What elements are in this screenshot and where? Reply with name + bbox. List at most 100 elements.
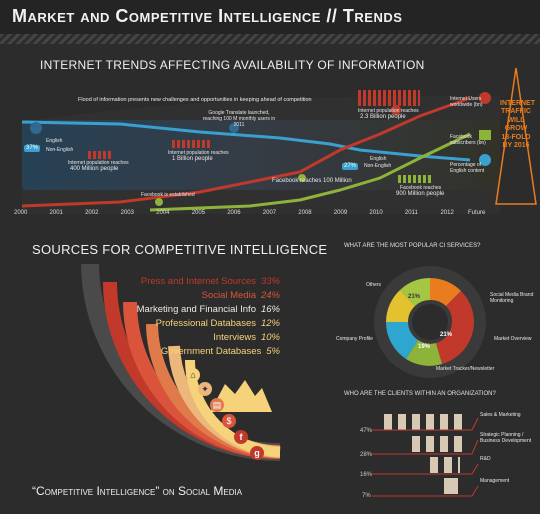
source-pct: 5% <box>266 346 280 357</box>
trends-title: INTERNET TRENDS AFFECTING AVAILABILITY O… <box>40 58 425 72</box>
people-1b <box>172 140 212 148</box>
donut-pct-1: 21% <box>408 294 421 300</box>
year-label: 2007 <box>262 210 277 216</box>
donut-pct-3: 19% <box>418 344 431 350</box>
source-label: Press and Internet Sources <box>140 276 256 287</box>
year-label: 2012 <box>440 210 454 216</box>
client-pct-1: 47% <box>360 428 373 434</box>
pct-27-badge: 27% <box>342 163 359 171</box>
label-others: Others <box>366 282 382 288</box>
label-company-profile: Company Profile <box>336 336 373 342</box>
source-label: Social Media <box>201 290 256 301</box>
source-row: Press and Internet Sources 33% <box>141 276 280 287</box>
users-icon <box>479 92 491 104</box>
label-social-media: Social Media Brand Monitoring <box>490 292 534 304</box>
ci-services-donut <box>374 266 486 378</box>
year-label: 2008 <box>298 210 312 216</box>
fb-100-note: Facebook reaches 100 Million <box>272 178 352 184</box>
fb-900-value: 900 Million people <box>396 191 445 197</box>
sources-title: SOURCES FOR COMPETITIVE INTELLIGENCE <box>32 242 328 257</box>
client-pct-4: 7% <box>362 493 371 499</box>
users-line <box>21 96 471 208</box>
pop-400-label: Internet population reaches <box>68 160 129 166</box>
english-line <box>21 120 471 162</box>
facebook-legend: Facebook subscribers (bn) <box>450 134 486 146</box>
year-axis: 2000 2001 2002 2003 2004 2005 2006 2007 2008 2009… <box>14 210 485 220</box>
sunburst-shape <box>210 380 272 412</box>
label-market-overview: Market Overview <box>494 336 532 342</box>
year-label: 2005 <box>191 210 206 216</box>
non-english-label-2000: Non-English <box>46 147 74 153</box>
english-legend: Percentage of English content <box>450 162 485 174</box>
english-label-2000: English <box>46 138 63 144</box>
client-pct-3: 16% <box>360 472 373 478</box>
source-pct: 10% <box>260 332 280 343</box>
traffic-arrow <box>495 67 537 205</box>
client-connectors <box>372 417 479 497</box>
trends-banner-text: Flood of information presents new challe… <box>78 97 312 103</box>
pop-400-value: 400 Million people <box>70 166 119 172</box>
page-title: Market and Competitive Intelligence // T… <box>12 6 403 26</box>
chart-icon: ▤ <box>210 398 224 412</box>
people-fb900 <box>398 175 432 183</box>
google-translate-note: Google Translate launched, reaching 100 … <box>202 110 276 128</box>
facebook-logo-icon: f <box>234 430 248 444</box>
source-pct: 24% <box>260 290 280 301</box>
client-people-3 <box>430 457 460 473</box>
source-row: Interviews 10% <box>213 332 280 343</box>
bank-icon: ⌂ <box>186 368 200 382</box>
source-pct: 16% <box>260 304 280 315</box>
year-label: Future <box>468 210 486 216</box>
lightbulb-icon: ✦ <box>198 382 212 396</box>
facebook-icon <box>479 130 491 140</box>
client-people-2 <box>412 436 462 452</box>
year-label: 2006 <box>227 210 241 216</box>
client-pct-2: 28% <box>360 452 373 458</box>
traffic-note: INTERNET TRAFFIC WILL GROW 18-FOLD BY 20… <box>500 100 535 149</box>
source-pct: 12% <box>260 318 280 329</box>
source-pct: 33% <box>260 276 280 287</box>
pop-23b-label: Internet population reaches <box>358 108 419 114</box>
year-label: 2000 <box>14 210 28 216</box>
english-pct-badge: 37% <box>24 145 41 153</box>
year-label: 2011 <box>404 210 418 216</box>
label-market-tracker: Market Tracker/Newsletter <box>436 366 495 372</box>
social-media-title: “Competitive Intelligence” on Social Med… <box>32 484 243 498</box>
header-stripe <box>0 34 540 44</box>
people-400m <box>88 151 112 159</box>
ci-services-title: WHAT ARE THE MOST POPULAR CI SERVICES? <box>344 243 481 249</box>
trends-chart <box>21 92 500 214</box>
source-label: Professional Databases <box>155 318 256 329</box>
source-label: Marketing and Financial Info <box>136 304 256 315</box>
donut-pct-2: 21% <box>440 332 453 338</box>
client-people-4 <box>444 478 458 494</box>
facebook-line <box>149 132 471 212</box>
clients-title: WHO ARE THE CLIENTS WITHIN AN ORGANIZATI… <box>344 391 496 397</box>
fb-established-note: Facebook is established <box>141 192 195 198</box>
pop-23b-value: 2.3 Billion people <box>360 114 406 120</box>
year-label: 2009 <box>333 210 348 216</box>
source-label: Interviews <box>213 332 256 343</box>
year-label: 2010 <box>369 210 383 216</box>
year-label: 2003 <box>120 210 134 216</box>
people-23b <box>358 90 420 106</box>
google-icon: g <box>250 446 264 460</box>
year-label: 2002 <box>85 210 99 216</box>
year-label: 2001 <box>49 210 63 216</box>
client-label-4: Management <box>480 478 510 484</box>
source-row: Social Media 24% <box>202 290 280 301</box>
year-label: 2004 <box>156 210 170 216</box>
client-label-2: Strategic Planning / Business Developmen… <box>480 432 532 444</box>
source-label: Government Databases <box>160 346 262 357</box>
users-legend: Internet Users worldwide (bn) <box>450 96 483 108</box>
header-bar: Market and Competitive Intelligence // T… <box>0 0 540 34</box>
english-icon <box>479 154 491 166</box>
source-row: Professional Databases 12% <box>156 318 280 329</box>
client-label-1: Sales & Marketing <box>480 412 521 418</box>
client-people-1 <box>384 414 464 430</box>
source-row: Marketing and Financial Info 16% <box>137 304 280 315</box>
non-english-label-2010: Non-English <box>364 163 392 169</box>
fb-900-label: Facebook reaches <box>400 185 442 191</box>
pop-1b-value: 1 Billion people <box>172 156 213 162</box>
source-row: Government Databases 5% <box>161 346 280 357</box>
